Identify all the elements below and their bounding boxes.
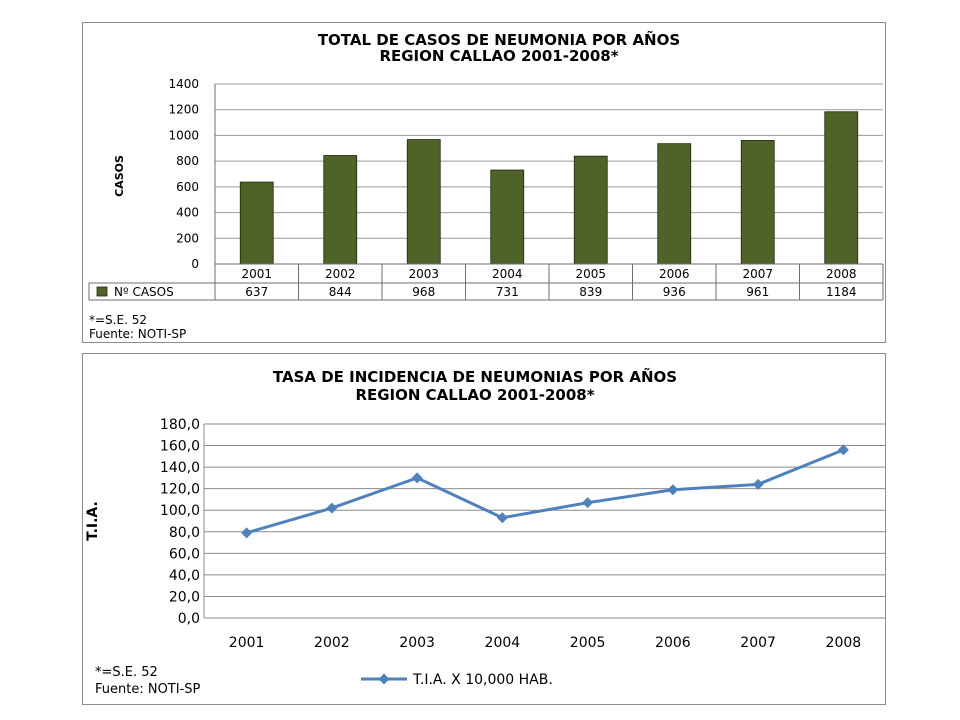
bar — [657, 143, 692, 265]
chart-title-line-2: REGION CALLAO 2001-2008* — [379, 47, 618, 65]
data-point-marker — [496, 512, 508, 524]
data-table-value: 844 — [329, 285, 352, 299]
y-tick-label: 1200 — [168, 103, 199, 117]
y-axis-label: T.I.A. — [85, 501, 101, 541]
legend-marker — [378, 673, 390, 685]
x-tick-label: 2006 — [655, 635, 691, 651]
y-tick-label: 0,0 — [178, 611, 200, 627]
y-tick-label: 100,0 — [160, 503, 200, 519]
bar-chart-plot: 0 200 400 600 800 1000 1200 1400 2001 637 2002 844 2… — [88, 77, 884, 301]
bar — [573, 155, 608, 265]
y-tick-label: 60,0 — [169, 546, 200, 562]
bar — [323, 155, 358, 265]
chart-title-line-2: REGION CALLAO 2001-2008* — [355, 386, 594, 404]
bar — [824, 111, 859, 265]
y-tick-label: 1400 — [168, 77, 199, 91]
y-tick-label: 200 — [176, 231, 199, 245]
bar — [490, 169, 525, 265]
bar — [239, 181, 274, 265]
y-tick-label: 0 — [191, 257, 199, 271]
y-tick-label: 120,0 — [160, 482, 200, 498]
x-category-label: 2004 — [492, 267, 523, 281]
legend-swatch — [96, 286, 108, 297]
bar — [406, 139, 441, 265]
x-tick-label: 2002 — [314, 635, 350, 651]
y-tick-label: 160,0 — [160, 439, 200, 455]
data-point-marker — [582, 497, 594, 509]
x-tick-label: 2007 — [740, 635, 776, 651]
y-tick-label: 400 — [176, 206, 199, 220]
chart-title-line-1: TASA DE INCIDENCIA DE NEUMONIAS POR AÑOS — [273, 367, 677, 386]
bar — [740, 140, 775, 265]
x-category-label: 2006 — [659, 267, 690, 281]
y-tick-label: 1000 — [168, 128, 199, 142]
line-chart-plot: 0,0 20,0 40,0 60,0 80,0 100,0 120,0 140,0 160,0 1… — [160, 417, 886, 688]
x-category-label: 2005 — [575, 267, 606, 281]
data-table-value: 839 — [579, 285, 602, 299]
x-tick-label: 2001 — [229, 635, 265, 651]
x-category-label: 2003 — [408, 267, 439, 281]
data-table-value: 1184 — [826, 285, 857, 299]
y-tick-label: 40,0 — [169, 568, 200, 584]
y-tick-label: 140,0 — [160, 460, 200, 476]
y-tick-label: 600 — [176, 180, 199, 194]
bar-chart-panel: TOTAL DE CASOS DE NEUMONIA POR AÑOS REGI… — [82, 22, 886, 343]
chart-title-line-1: TOTAL DE CASOS DE NEUMONIA POR AÑOS — [318, 30, 680, 49]
x-category-label: 2001 — [241, 267, 272, 281]
data-table-value: 637 — [245, 285, 268, 299]
data-point-marker — [837, 444, 849, 456]
data-table-value: 936 — [663, 285, 686, 299]
data-point-marker — [752, 478, 764, 490]
y-tick-label: 800 — [176, 154, 199, 168]
x-tick-label: 2003 — [399, 635, 435, 651]
x-category-label: 2008 — [826, 267, 857, 281]
data-table-value: 968 — [412, 285, 435, 299]
x-category-label: 2007 — [742, 267, 773, 281]
x-tick-label: 2005 — [570, 635, 606, 651]
series-line — [246, 448, 844, 535]
legend-label: Nº CASOS — [114, 285, 174, 299]
data-table-value: 961 — [746, 285, 769, 299]
footnote-se: *=S.E. 52 — [89, 313, 147, 327]
data-point-marker — [411, 472, 423, 484]
footnote-source: Fuente: NOTI-SP — [89, 327, 186, 341]
x-tick-label: 2004 — [485, 635, 521, 651]
line-chart: TASA DE INCIDENCIA DE NEUMONIAS POR AÑOS… — [85, 367, 886, 697]
legend-label: T.I.A. X 10,000 HAB. — [412, 672, 553, 688]
y-tick-label: 80,0 — [169, 525, 200, 541]
y-axis-label: CASOS — [113, 155, 126, 197]
y-tick-label: 180,0 — [160, 417, 200, 433]
x-tick-label: 2008 — [826, 635, 862, 651]
footnote-source: Fuente: NOTI-SP — [95, 682, 201, 697]
footnote-se: *=S.E. 52 — [95, 665, 158, 680]
line-chart-panel: TASA DE INCIDENCIA DE NEUMONIAS POR AÑOS… — [82, 353, 886, 705]
data-point-marker — [326, 502, 338, 514]
data-point-marker — [241, 527, 253, 539]
y-tick-label: 20,0 — [169, 589, 200, 605]
data-point-marker — [667, 484, 679, 496]
data-table-value: 731 — [496, 285, 519, 299]
x-category-label: 2002 — [325, 267, 356, 281]
bar-chart: TOTAL DE CASOS DE NEUMONIA POR AÑOS REGI… — [88, 30, 884, 341]
